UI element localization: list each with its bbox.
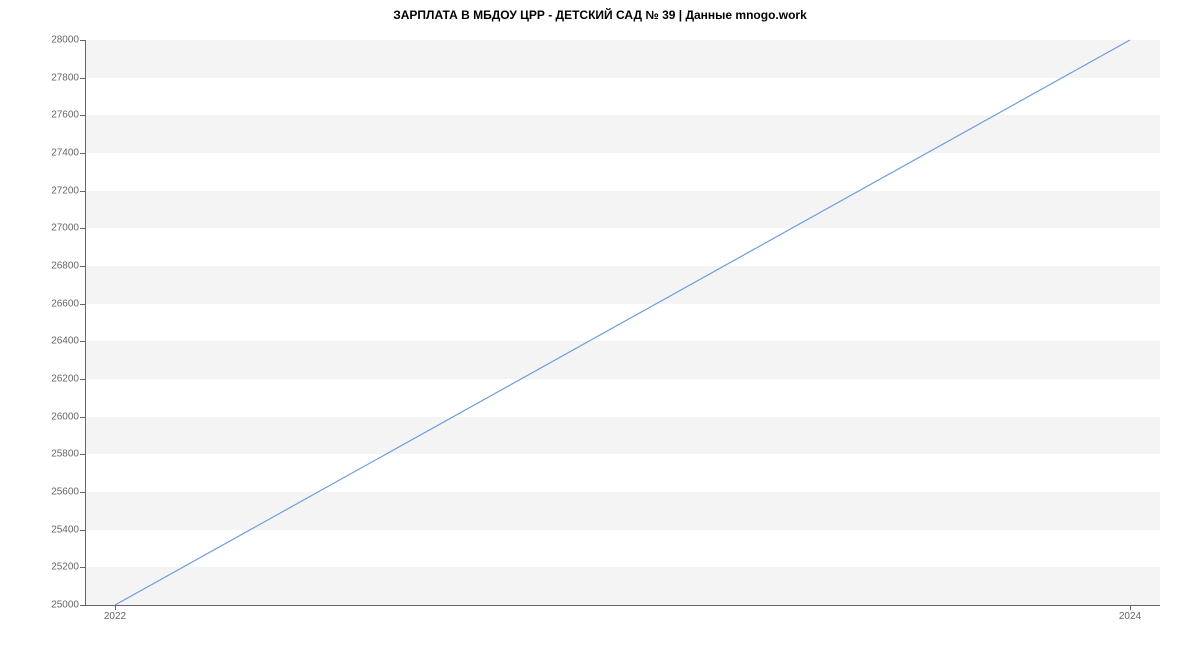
y-tick-label: 25400 [51, 524, 79, 535]
x-axis-line [85, 605, 1160, 606]
y-tick-label: 27200 [51, 185, 79, 196]
y-tick-label: 25600 [51, 487, 79, 498]
y-tick-label: 27800 [51, 72, 79, 83]
x-tick-label: 2024 [1119, 611, 1141, 622]
y-tick-label: 26200 [51, 374, 79, 385]
y-tick-label: 25000 [51, 600, 79, 611]
x-tick-label: 2022 [104, 611, 126, 622]
y-tick-label: 27000 [51, 223, 79, 234]
line-layer [85, 40, 1160, 605]
y-tick-label: 28000 [51, 35, 79, 46]
y-tick-label: 27600 [51, 110, 79, 121]
y-tick-label: 26000 [51, 411, 79, 422]
y-tick-label: 26400 [51, 336, 79, 347]
chart-container: ЗАРПЛАТА В МБДОУ ЦРР - ДЕТСКИЙ САД № 39 … [0, 0, 1200, 650]
chart-title: ЗАРПЛАТА В МБДОУ ЦРР - ДЕТСКИЙ САД № 39 … [0, 8, 1200, 22]
y-tick-label: 25800 [51, 449, 79, 460]
y-tick-label: 26800 [51, 261, 79, 272]
y-tick-label: 26600 [51, 298, 79, 309]
series-line [115, 40, 1130, 605]
y-tick-label: 25200 [51, 562, 79, 573]
y-tick-label: 27400 [51, 148, 79, 159]
y-axis-line [85, 40, 86, 605]
plot-area: 2500025200254002560025800260002620026400… [85, 40, 1160, 605]
